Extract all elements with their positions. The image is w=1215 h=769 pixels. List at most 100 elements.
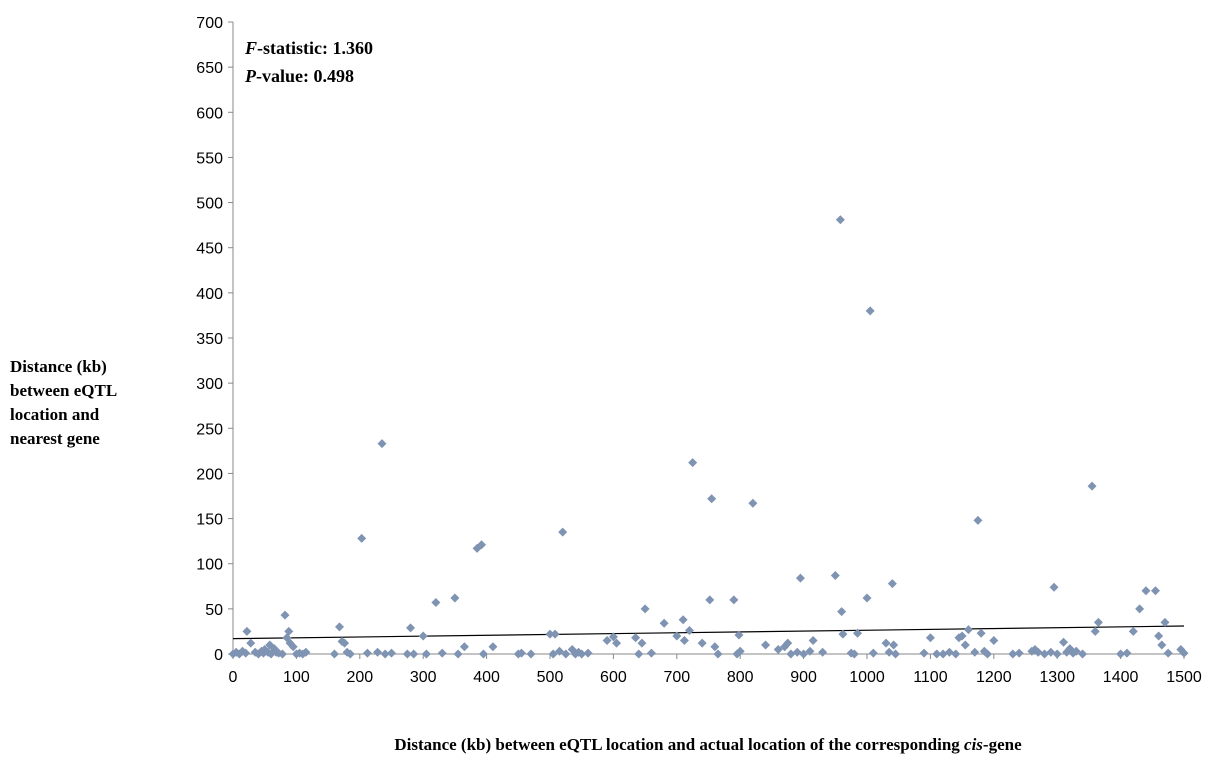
x-tick-label: 500	[537, 669, 564, 686]
data-point	[477, 540, 487, 550]
data-point	[280, 610, 290, 620]
data-point	[678, 615, 688, 625]
data-point	[960, 640, 970, 650]
data-point	[646, 648, 656, 658]
x-tick-label: 400	[473, 669, 500, 686]
data-point	[688, 458, 698, 468]
data-point	[1033, 647, 1043, 657]
data-point	[808, 635, 818, 645]
data-point	[288, 642, 298, 652]
x-tick-label: 200	[346, 669, 373, 686]
data-point	[792, 647, 802, 657]
data-point	[602, 635, 612, 645]
data-point	[1157, 640, 1167, 650]
y-tick-label: 300	[196, 376, 223, 393]
data-point	[545, 629, 555, 639]
data-point	[1093, 617, 1103, 627]
data-point	[1040, 649, 1050, 659]
data-point	[976, 628, 986, 638]
data-point	[418, 631, 428, 641]
data-point	[284, 626, 294, 636]
data-point	[659, 618, 669, 628]
p-value-label: P-value: 0.498	[244, 66, 354, 86]
data-point	[713, 649, 723, 659]
data-point	[1154, 631, 1164, 641]
data-point	[963, 625, 973, 635]
data-point	[640, 604, 650, 614]
data-point	[729, 595, 739, 605]
y-tick-label: 600	[196, 105, 223, 122]
data-point	[409, 649, 419, 659]
data-point	[561, 649, 571, 659]
x-tick-label: 1100	[913, 669, 948, 686]
y-tick-label: 650	[196, 60, 223, 77]
data-point	[637, 638, 647, 648]
x-tick-label: 300	[410, 669, 437, 686]
data-point	[246, 638, 256, 648]
data-point	[805, 646, 815, 656]
data-point	[1071, 646, 1081, 656]
data-point	[705, 595, 715, 605]
data-point	[818, 647, 828, 657]
data-point	[925, 633, 935, 643]
data-point	[735, 646, 745, 656]
data-point	[786, 649, 796, 659]
x-tick-labels: 0 100 200 300 400 500 600 700 800 900 1000 1100 1200…	[229, 654, 1202, 686]
data-point	[329, 649, 339, 659]
data-point	[1008, 649, 1018, 659]
data-point	[459, 642, 469, 652]
data-point	[982, 649, 992, 659]
data-point	[1059, 637, 1069, 647]
data-point	[1122, 648, 1132, 658]
data-point	[835, 215, 845, 225]
data-point	[707, 494, 717, 504]
data-point	[377, 439, 387, 449]
data-point	[1052, 649, 1062, 659]
data-point	[734, 630, 744, 640]
data-point	[583, 648, 593, 658]
data-point	[697, 638, 707, 648]
data-point	[362, 648, 372, 658]
data-point	[989, 635, 999, 645]
data-point	[631, 633, 641, 643]
x-tick-label: 1300	[1039, 669, 1075, 686]
y-axis-title-line-2: between eQTL	[10, 381, 117, 400]
data-point	[891, 649, 901, 659]
x-tick-label: 1400	[1103, 669, 1139, 686]
data-point	[837, 607, 847, 617]
data-point	[402, 649, 412, 659]
data-point	[373, 647, 383, 657]
data-point	[241, 648, 251, 658]
y-tick-label: 0	[214, 647, 223, 664]
data-point	[380, 649, 390, 659]
x-tick-label: 0	[229, 669, 238, 686]
data-point	[526, 649, 536, 659]
x-tick-label: 1000	[849, 669, 885, 686]
data-point	[335, 622, 345, 632]
data-point	[887, 579, 897, 589]
data-point	[889, 640, 899, 650]
data-point	[773, 644, 783, 654]
data-point	[957, 631, 967, 641]
data-point	[679, 635, 689, 645]
y-tick-label: 700	[196, 15, 223, 32]
y-axis-title-line-4: nearest gene	[10, 429, 100, 448]
y-axis-title-line-3: location and	[10, 405, 100, 424]
data-point	[849, 649, 859, 659]
data-point	[1128, 626, 1138, 636]
data-point	[932, 649, 942, 659]
data-point	[710, 642, 720, 652]
y-tick-label: 200	[196, 466, 223, 483]
y-tick-label: 150	[196, 512, 223, 529]
data-point	[406, 623, 416, 633]
data-point	[1087, 481, 1097, 491]
data-point	[277, 649, 287, 659]
data-point	[1049, 582, 1059, 592]
data-point	[951, 649, 961, 659]
y-tick-labels: 0 50 100 150 200 250 300 350 400 450 500 550 600 650 7…	[196, 15, 233, 664]
data-point	[672, 631, 682, 641]
x-tick-label: 1200	[976, 669, 1012, 686]
data-point	[357, 533, 367, 543]
data-point	[1163, 648, 1173, 658]
